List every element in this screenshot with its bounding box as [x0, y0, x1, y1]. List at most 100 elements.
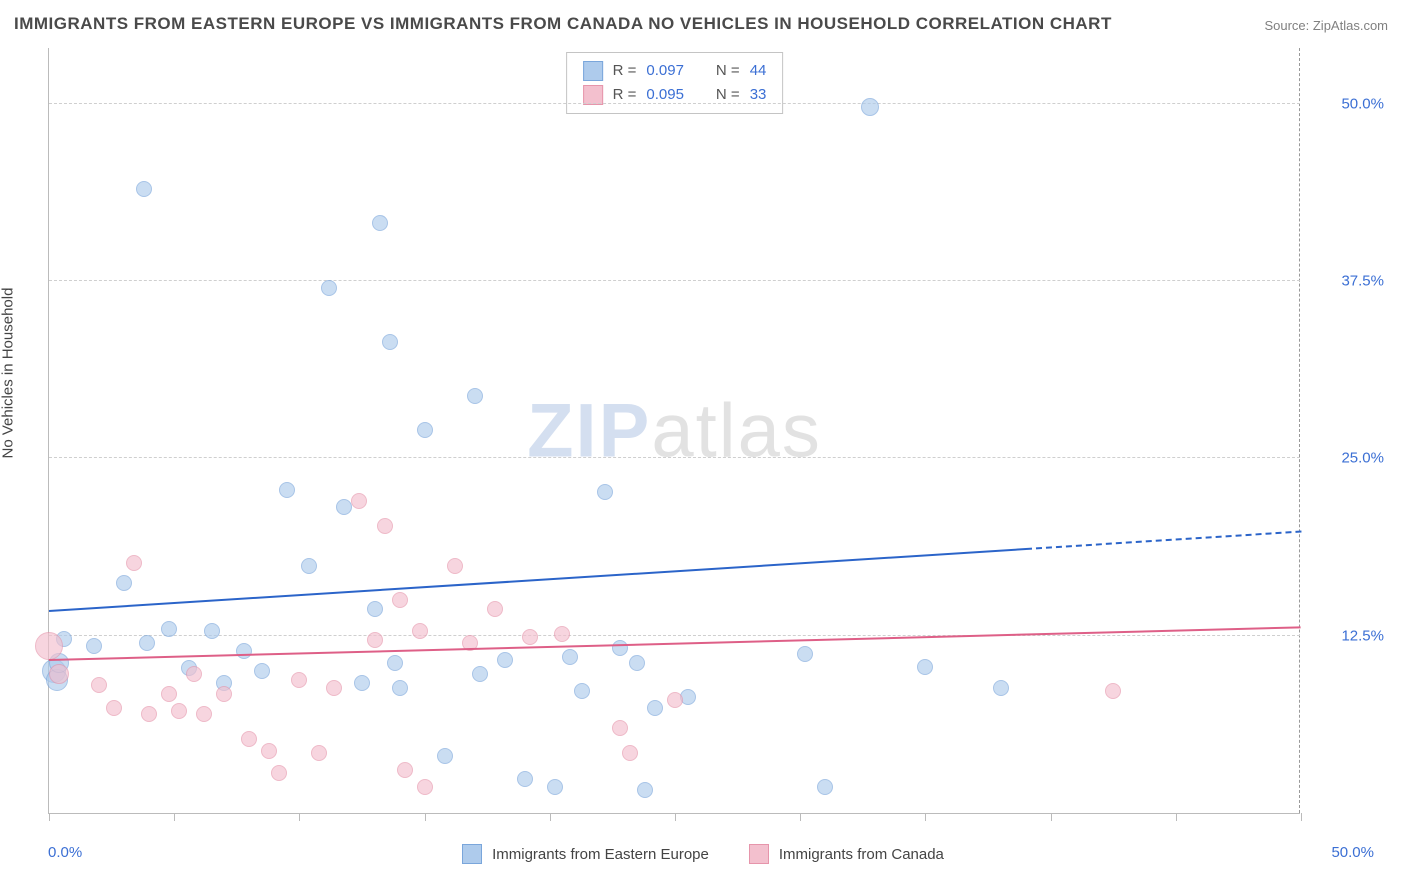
x-tick-mark [1176, 813, 1177, 821]
data-point [612, 720, 628, 736]
x-tick-mark [550, 813, 551, 821]
series-legend-item: Immigrants from Eastern Europe [462, 844, 709, 864]
data-point [667, 692, 683, 708]
data-point [86, 638, 102, 654]
y-axis-label: No Vehicles in Household [0, 288, 17, 459]
series-name: Immigrants from Eastern Europe [492, 846, 709, 863]
gridline [49, 280, 1300, 281]
data-point [271, 765, 287, 781]
data-point [49, 664, 69, 684]
plot-area: ZIPatlas R =0.097N =44R =0.095N =33 12.5… [48, 48, 1300, 814]
data-point [186, 666, 202, 682]
watermark: ZIPatlas [527, 387, 822, 474]
data-point [554, 626, 570, 642]
series-legend-item: Immigrants from Canada [749, 844, 944, 864]
legend-row: R =0.097N =44 [583, 59, 767, 83]
data-point [437, 748, 453, 764]
y-tick-label: 25.0% [1308, 450, 1384, 467]
trend-line [1025, 530, 1301, 549]
data-point [562, 649, 578, 665]
data-point [993, 680, 1009, 696]
data-point [291, 672, 307, 688]
data-point [372, 215, 388, 231]
series-legend: Immigrants from Eastern Europe Immigrants… [0, 844, 1406, 864]
gridline [49, 457, 1300, 458]
data-point [326, 680, 342, 696]
x-tick-mark [49, 813, 50, 821]
data-point [392, 592, 408, 608]
data-point [412, 623, 428, 639]
data-point [861, 98, 879, 116]
data-point [612, 640, 628, 656]
data-point [417, 779, 433, 795]
data-point [254, 663, 270, 679]
legend-r-label: R = [613, 59, 637, 83]
x-tick-mark [1301, 813, 1302, 821]
legend-swatch [749, 844, 769, 864]
data-point [261, 743, 277, 759]
plot-right-border [1299, 48, 1300, 813]
data-point [367, 601, 383, 617]
data-point [311, 745, 327, 761]
data-point [622, 745, 638, 761]
data-point [397, 762, 413, 778]
data-point [106, 700, 122, 716]
data-point [574, 683, 590, 699]
legend-n-label: N = [716, 59, 740, 83]
data-point [196, 706, 212, 722]
data-point [354, 675, 370, 691]
legend-swatch [462, 844, 482, 864]
data-point [417, 422, 433, 438]
x-tick-mark [174, 813, 175, 821]
data-point [629, 655, 645, 671]
trend-line [49, 548, 1026, 612]
data-point [236, 643, 252, 659]
data-point [216, 686, 232, 702]
data-point [637, 782, 653, 798]
data-point [597, 484, 613, 500]
data-point [136, 181, 152, 197]
y-tick-label: 37.5% [1308, 273, 1384, 290]
x-tick-mark [299, 813, 300, 821]
x-tick-mark [1051, 813, 1052, 821]
data-point [367, 632, 383, 648]
data-point [204, 623, 220, 639]
chart-title: IMMIGRANTS FROM EASTERN EUROPE VS IMMIGR… [14, 14, 1112, 34]
data-point [301, 558, 317, 574]
data-point [382, 334, 398, 350]
gridline [49, 635, 1300, 636]
data-point [647, 700, 663, 716]
data-point [321, 280, 337, 296]
data-point [161, 686, 177, 702]
data-point [279, 482, 295, 498]
data-point [161, 621, 177, 637]
data-point [797, 646, 813, 662]
data-point [517, 771, 533, 787]
data-point [35, 632, 63, 660]
data-point [917, 659, 933, 675]
y-tick-label: 12.5% [1308, 627, 1384, 644]
data-point [467, 388, 483, 404]
y-tick-label: 50.0% [1308, 95, 1384, 112]
data-point [522, 629, 538, 645]
x-tick-mark [675, 813, 676, 821]
data-point [241, 731, 257, 747]
data-point [447, 558, 463, 574]
data-point [116, 575, 132, 591]
data-point [487, 601, 503, 617]
legend-r-value: 0.097 [646, 59, 684, 83]
source-attribution: Source: ZipAtlas.com [1264, 18, 1388, 33]
x-tick-mark [800, 813, 801, 821]
data-point [377, 518, 393, 534]
series-name: Immigrants from Canada [779, 846, 944, 863]
data-point [497, 652, 513, 668]
data-point [817, 779, 833, 795]
trend-line [49, 627, 1301, 662]
data-point [139, 635, 155, 651]
data-point [472, 666, 488, 682]
data-point [171, 703, 187, 719]
data-point [387, 655, 403, 671]
x-tick-mark [425, 813, 426, 821]
correlation-legend: R =0.097N =44R =0.095N =33 [566, 52, 784, 114]
data-point [91, 677, 107, 693]
